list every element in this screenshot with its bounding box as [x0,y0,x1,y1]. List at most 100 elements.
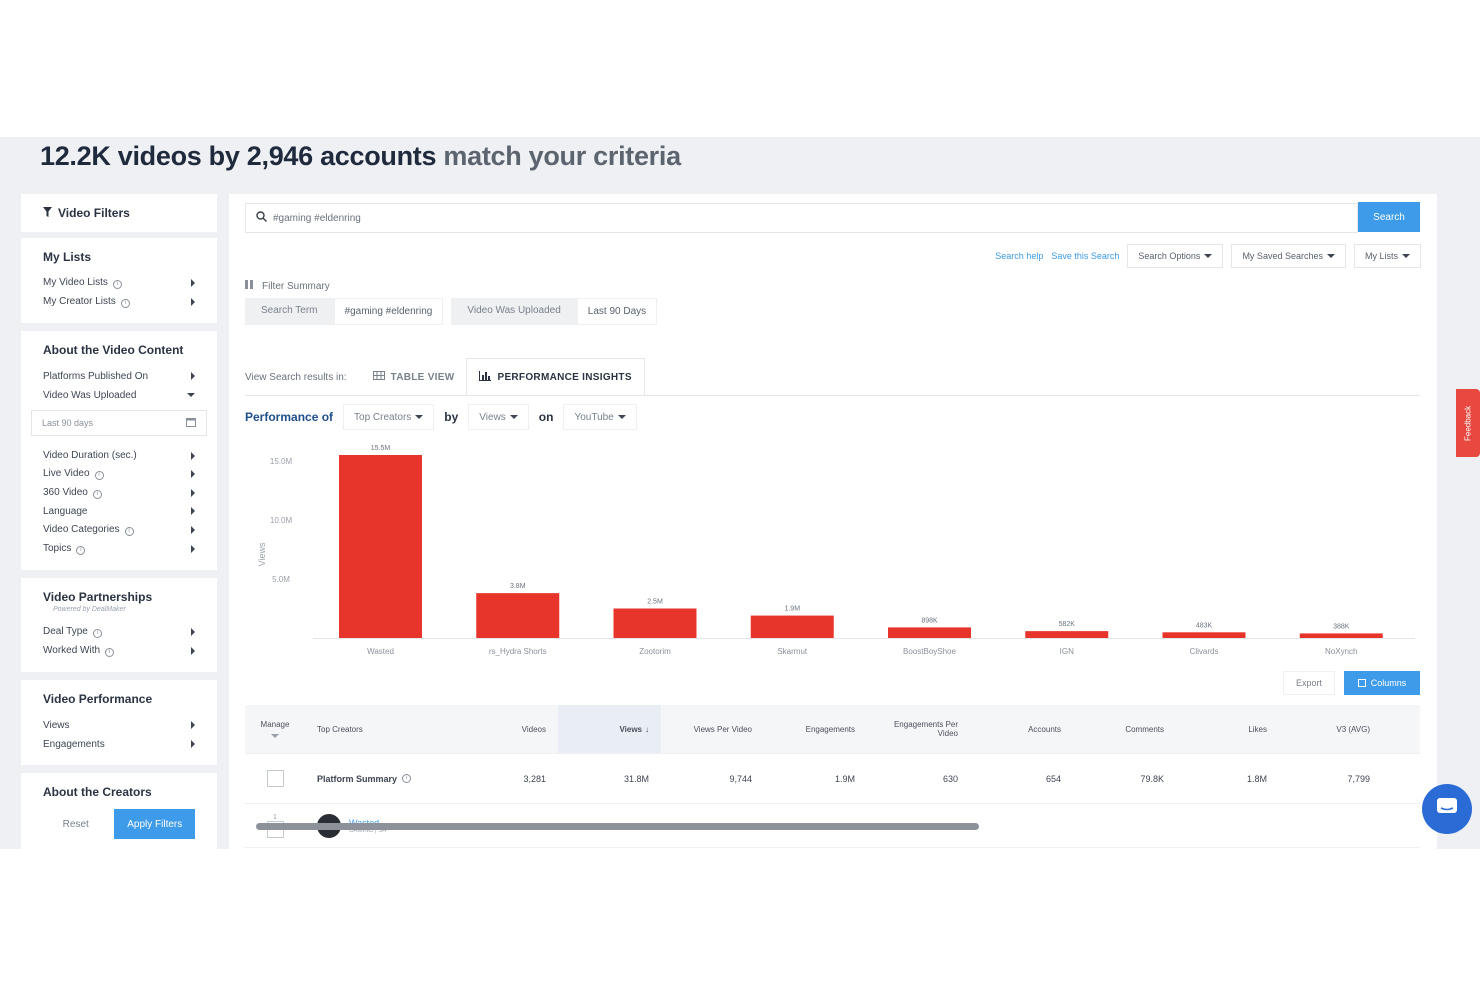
filter-engagements[interactable]: Engagements [43,735,195,754]
bar [339,455,422,638]
dropdown-label: YouTube [574,411,614,423]
search-input[interactable]: #gaming #eldenring [245,203,1358,233]
bar-chart-icon [479,371,492,384]
chip-key: Video Was Uploaded [451,298,577,325]
search-icon [256,211,267,225]
bar [750,615,834,638]
table-row: Platform Summary i 3,281 31.8M 9,744 1.9M… [245,754,1420,804]
filter-video-uploaded[interactable]: Video Was Uploaded [43,386,195,405]
filter-summary-icon [245,280,254,292]
col-comments[interactable]: Comments [1073,705,1176,753]
info-icon: i [94,471,104,481]
col-views-per-video[interactable]: Views Per Video [661,705,764,753]
horizontal-scrollbar[interactable] [256,823,979,830]
metric-dropdown[interactable]: Views [468,404,529,430]
filter-360-video[interactable]: 360 Video i [43,484,195,503]
col-views[interactable]: Views ↓ [558,705,661,753]
x-tick-label: Skarmut [777,647,808,656]
tab-label: TABLE VIEW [390,371,455,383]
y-tick-label: 10.0M [270,516,293,525]
chip-value: #gaming #eldenring [333,298,444,325]
col-likes[interactable]: Likes [1176,705,1279,753]
summary-accounts: 654 [1045,773,1061,784]
filter-deal-type[interactable]: Deal Type i [43,623,195,642]
filter-label: My Creator Lists [43,295,116,307]
info-icon: i [92,629,102,639]
summary-checkbox[interactable] [266,770,284,787]
view-label: View Search results in: [245,371,347,383]
filter-views[interactable]: Views [43,716,195,735]
tab-label: PERFORMANCE INSIGHTS [497,372,632,383]
y-tick-label: 15.0M [270,457,293,466]
search-button[interactable]: Search [1358,202,1420,232]
filter-my-video-lists[interactable]: My Video Lists i [43,274,195,293]
creator-name-link[interactable]: Wasted [349,818,386,828]
caret-right-icon [191,646,195,655]
filter-platforms[interactable]: Platforms Published On [43,367,195,386]
apply-filters-button[interactable]: Apply Filters [114,809,195,840]
tab-performance-insights[interactable]: PERFORMANCE INSIGHTS [466,358,645,396]
col-engagements[interactable]: Engagements [764,705,867,753]
filter-categories[interactable]: Video Categories i [43,521,195,540]
filter-live-video[interactable]: Live Video i [43,465,195,484]
reset-button[interactable]: Reset [43,809,109,840]
header-label: Views Per Video [693,724,752,734]
filter-icon [43,206,52,220]
caret-right-icon [191,297,195,306]
header-label: Likes [1248,724,1267,734]
export-button[interactable]: Export [1283,671,1335,695]
saved-searches-dropdown[interactable]: My Saved Searches [1231,244,1346,268]
calendar-icon [186,417,196,429]
on-label: on [538,410,554,424]
save-search-link[interactable]: Save this Search [1051,251,1120,261]
bar [1299,633,1383,638]
summary-label-cell: Platform Summary i [305,754,455,803]
partnerships-title: Video Partnerships [43,589,153,604]
creator-category: GAMING | SA [349,827,387,834]
col-v3-avg[interactable]: V3 (AVG) [1279,705,1382,753]
app-content: 12.2K videos by 2,946 accounts match you… [0,137,1480,849]
info-icon: i [76,545,86,555]
filter-duration[interactable]: Video Duration (sec.) [43,446,195,465]
filter-topics[interactable]: Topics i [43,539,195,558]
col-manage[interactable]: Manage [245,705,305,753]
filter-my-creator-lists[interactable]: My Creator Lists i [43,293,195,312]
col-accounts[interactable]: Accounts [970,705,1073,753]
columns-button[interactable]: Columns [1344,671,1420,695]
filter-label: Views [43,719,70,731]
headline-suffix: match your criteria [443,141,681,171]
view-switcher: View Search results in: TABLE VIEW PERFO… [245,358,645,396]
platform-dropdown[interactable]: YouTube [563,404,637,430]
header-label: Views [619,724,642,734]
filter-label: Video Duration (sec.) [43,450,137,462]
chip-search-term[interactable]: Search Term #gaming #eldenring [245,298,444,325]
my-lists-dropdown[interactable]: My Lists [1353,244,1421,268]
filter-worked-with[interactable]: Worked With i [43,642,195,661]
col-videos[interactable]: Videos [455,705,558,753]
filter-label: Language [43,505,88,517]
col-engagements-per-video[interactable]: Engagements Per Video [867,705,970,753]
search-help-link[interactable]: Search help [995,251,1044,261]
upload-date-field[interactable]: Last 90 days [31,410,207,437]
feedback-tab[interactable]: Feedback [1456,389,1480,457]
filter-sidebar: Video Filters My Lists My Video Lists i M… [21,194,217,849]
caret-down-icon [1204,254,1213,258]
summary-likes: 1.8M [1246,773,1267,784]
results-table: Manage Top Creators Videos Views ↓ Views … [245,705,1420,848]
bar-value-label: 2.5M [647,598,663,605]
search-toolbar: Search help Save this Search Search Opti… [995,244,1421,268]
col-top-creators[interactable]: Top Creators [305,705,455,753]
chip-upload-date[interactable]: Video Was Uploaded Last 90 Days [451,298,658,325]
filter-language[interactable]: Language [43,502,195,521]
caret-right-icon [191,451,195,460]
bar [476,593,560,638]
chat-launcher[interactable] [1422,784,1472,834]
search-options-dropdown[interactable]: Search Options [1127,244,1224,268]
header-label: Engagements [805,724,855,734]
bar [1162,632,1246,638]
summary-engagements-per-video: 630 [942,773,958,784]
performance-of-dropdown[interactable]: Top Creators [343,404,435,430]
filter-label: Engagements [43,738,105,750]
about-creators-title: About the Creators [43,785,152,800]
tab-table-view[interactable]: TABLE VIEW [361,358,467,396]
